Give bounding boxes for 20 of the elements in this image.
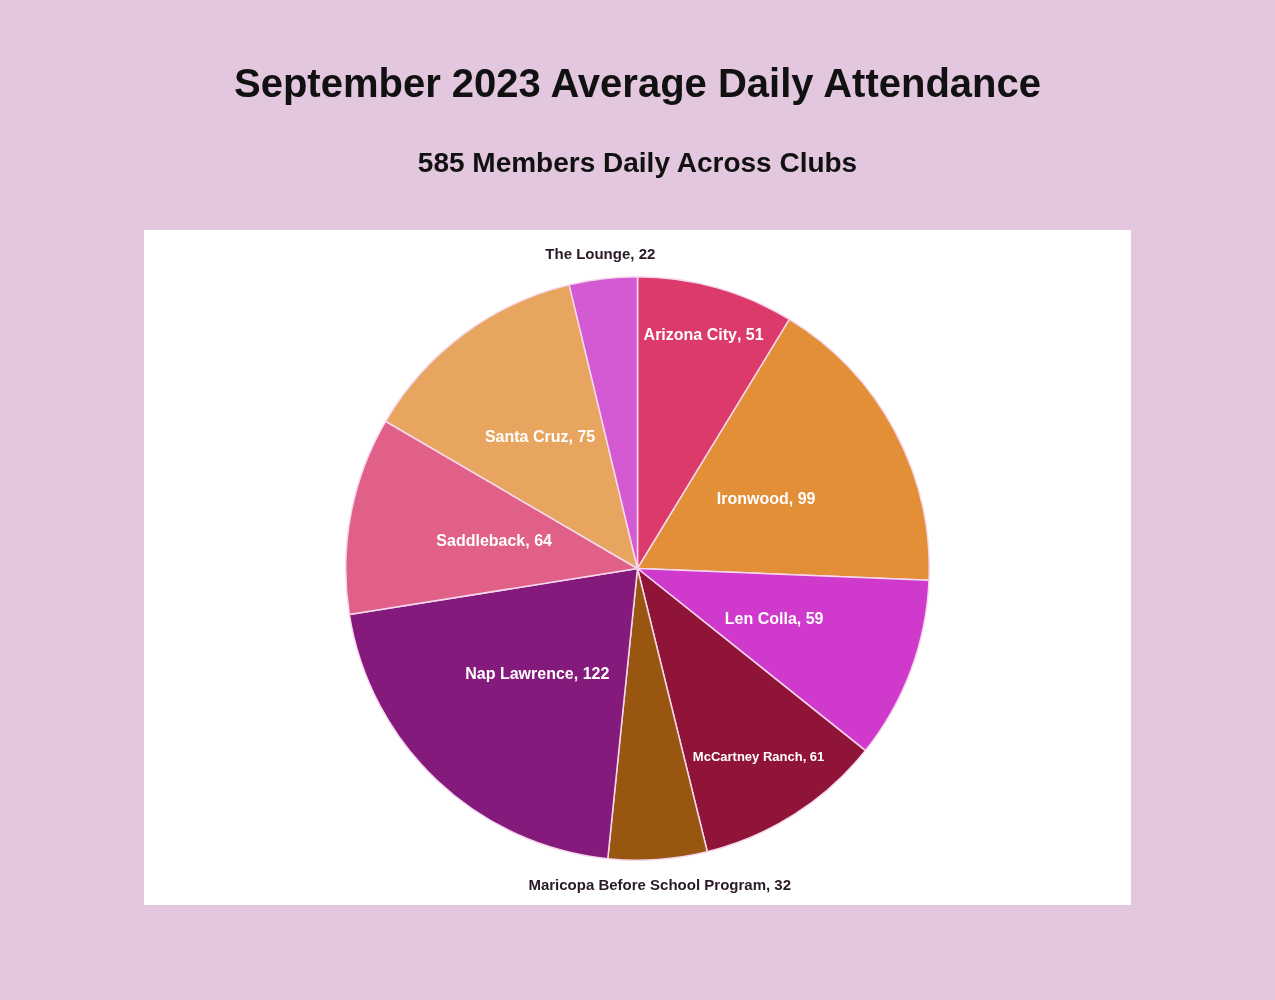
slice-label: Ironwood bbox=[716, 490, 789, 508]
chart-subtitle: 585 Members Daily Across Clubs bbox=[416, 146, 859, 180]
data-label: , 122 bbox=[573, 664, 610, 682]
slice-label: Santa Cruz bbox=[484, 427, 569, 445]
slice-label: Saddleback bbox=[436, 532, 526, 550]
data-label: , 51 bbox=[736, 325, 764, 343]
data-label: , 75 bbox=[568, 427, 596, 445]
slice-label: Len Colla bbox=[724, 609, 797, 627]
data-label: , 64 bbox=[525, 532, 553, 550]
data-label: , 99 bbox=[788, 490, 816, 508]
data-label: , 61 bbox=[802, 749, 825, 765]
data-label: , 59 bbox=[796, 609, 824, 627]
chart-title: September 2023 Average Daily Attendance bbox=[233, 60, 1042, 107]
slice-label: McCartney Ranch bbox=[692, 749, 803, 765]
slice-label: Arizona City bbox=[643, 325, 738, 343]
data-label: , 32 bbox=[765, 876, 791, 894]
data-label: , 22 bbox=[630, 245, 656, 263]
slice-label: Maricopa Before School Program bbox=[528, 876, 766, 894]
slice-label: The Lounge bbox=[545, 245, 631, 263]
slice-label: Nap Lawrence bbox=[465, 664, 574, 682]
